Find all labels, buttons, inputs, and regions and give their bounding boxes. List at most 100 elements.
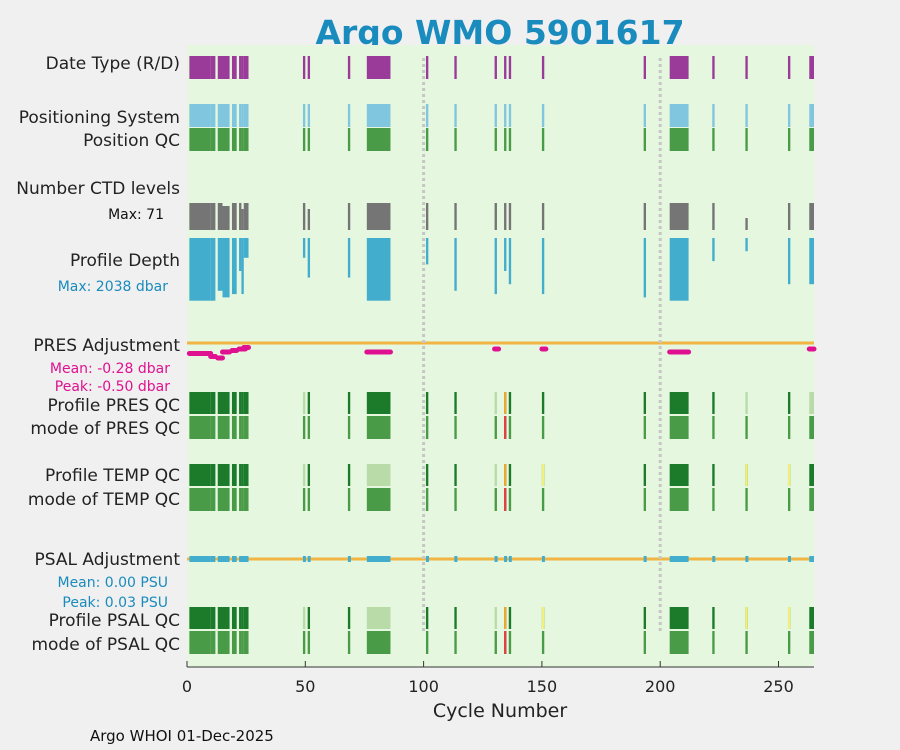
pres-profile-qc-bar (508, 392, 512, 414)
ctd-levels-bar (366, 203, 391, 230)
ctd-levels-bar (494, 203, 497, 230)
psal-adjustment-mark (712, 556, 716, 562)
x-tick-label: 0 (182, 677, 192, 696)
label-mode-psal-qc: mode of PSAL QC (31, 635, 180, 655)
positioning-bar (425, 104, 429, 127)
ctd-levels-bar (210, 203, 216, 230)
ctd-levels-bar (189, 203, 211, 230)
pres-flag-mark (504, 392, 507, 414)
temp-mode-qc-bar (494, 488, 497, 511)
ctd-levels-bar (302, 203, 306, 230)
temp-profile-qc-bar (712, 464, 715, 486)
date-type-bar (217, 56, 223, 79)
label-profile-depth: Profile Depth (70, 251, 180, 271)
position-qc-bar (222, 128, 230, 151)
pres-mode-qc-bar (425, 416, 429, 439)
pres-profile-qc-bar (217, 392, 223, 414)
position-qc-bar (302, 128, 306, 151)
psal-mode-qc-bar (243, 631, 249, 654)
position-qc-bar (508, 128, 512, 151)
temp-profile-qc-bar (643, 464, 647, 486)
pres-mode-qc-bar (302, 416, 306, 439)
pres-profile-qc-bar (347, 392, 351, 414)
label-profile-temp-qc: Profile TEMP QC (45, 466, 180, 486)
x-axis: 0 50 100 150 200 250 (182, 661, 814, 696)
ctd-levels-bar (454, 203, 457, 230)
profile-depth-bar (508, 238, 512, 285)
psal-profile-qc-bar (347, 607, 351, 629)
psal-profile-qc-bar (643, 607, 647, 629)
profile-depth-bar (243, 238, 249, 258)
pres-profile-qc-bar (541, 392, 545, 414)
positioning-bar (217, 104, 223, 127)
psal-mean-note: Mean: 0.00 PSU (57, 575, 168, 591)
temp-mode-qc-bar (669, 488, 689, 511)
label-profile-pres-qc: Profile PRES QC (47, 396, 180, 416)
temp-profile-qc-bar (222, 464, 230, 486)
positioning-bar (712, 104, 715, 127)
psal-adjustment-mark (222, 556, 230, 562)
psal-mode-qc-bar (241, 631, 244, 654)
psal-profile-qc-bar (366, 607, 391, 629)
psal-adjustment-mark (217, 556, 223, 562)
psal-adjustment-mark (425, 556, 429, 562)
temp-profile-qc-bar (231, 464, 237, 486)
x-tick-label: 150 (527, 677, 558, 696)
temp-profile-qc-bar (366, 464, 391, 486)
position-qc-bar (643, 128, 647, 151)
temp-profile-qc-bar (307, 464, 311, 486)
positioning-bar (243, 104, 249, 127)
pres-profile-qc-bar (307, 392, 311, 414)
pres-mode-qc-bar (669, 416, 689, 439)
psal-mode-qc-bar (809, 631, 814, 654)
psal-mode-qc-bar (210, 631, 216, 654)
psal-adjustment-mark (231, 556, 237, 562)
pres-mode-qc-bar (347, 416, 351, 439)
psal-mode-flag-mark (504, 631, 507, 654)
psal-profile-qc-bar (239, 607, 242, 629)
pres-mode-qc-bar (241, 416, 244, 439)
temp-profile-qc-bar (508, 464, 512, 486)
position-qc-bar (454, 128, 457, 151)
psal-mode-qc-bar (541, 631, 545, 654)
pres-mode-qc-bar (787, 416, 791, 439)
date-type-bar (669, 56, 689, 79)
ctd-levels-bar (241, 209, 244, 230)
ctd-levels-bar (541, 203, 545, 230)
pres-mode-qc-bar (366, 416, 391, 439)
date-type-bar (210, 56, 216, 79)
ctd-levels-bar (347, 203, 351, 230)
ctd-levels-bar (809, 203, 814, 230)
chart-marks (186, 56, 817, 654)
pres-profile-qc-bar (231, 392, 237, 414)
label-pres-adjustment: PRES Adjustment (33, 336, 180, 356)
positioning-bar (643, 104, 647, 127)
date-type-bar (243, 56, 249, 79)
temp-profile-qc-bar (454, 464, 457, 486)
ctd-levels-bar (745, 218, 748, 230)
profile-depth-bar (366, 238, 391, 301)
ctd-levels-bar (307, 209, 311, 230)
label-position-qc: Position QC (83, 131, 180, 151)
psal-mode-qc-bar (712, 631, 715, 654)
positioning-bar (189, 104, 211, 127)
date-type-bar (454, 56, 457, 79)
pres-profile-qc-bar (366, 392, 391, 414)
temp-mode-qc-bar (787, 488, 791, 511)
psal-mode-qc-bar (454, 631, 457, 654)
positioning-bar (307, 104, 311, 127)
temp-profile-qc-bar (302, 464, 306, 486)
temp-flag-mark (787, 464, 791, 486)
temp-mode-qc-bar (302, 488, 306, 511)
ctd-levels-bar (425, 203, 429, 230)
footer-credit: Argo WHOI 01-Dec-2025 (90, 727, 274, 745)
profile-depth-bar (239, 238, 242, 271)
profile-depth-bar (504, 238, 507, 271)
pres-mean-note: Mean: -0.28 dbar (50, 361, 170, 377)
pres-profile-qc-bar (241, 392, 244, 414)
psal-adjustment-mark (239, 556, 243, 562)
date-type-bar (241, 56, 244, 79)
position-qc-bar (712, 128, 715, 151)
ctd-levels-bar (787, 203, 791, 230)
position-qc-bar (231, 128, 237, 151)
